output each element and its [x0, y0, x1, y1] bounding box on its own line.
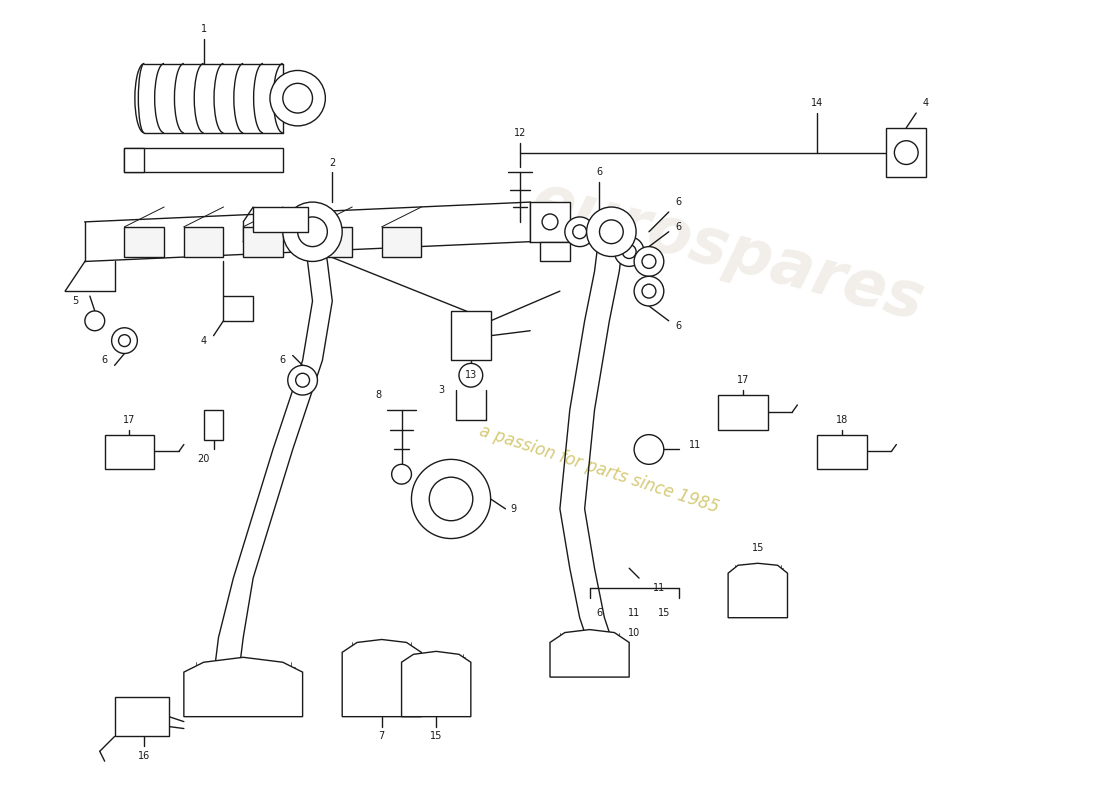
- Text: 12: 12: [514, 128, 527, 138]
- Circle shape: [429, 477, 473, 521]
- Circle shape: [894, 141, 918, 165]
- Bar: [124, 148, 283, 172]
- Circle shape: [298, 217, 328, 246]
- Circle shape: [283, 83, 312, 113]
- Bar: [253, 207, 308, 232]
- Polygon shape: [550, 630, 629, 677]
- Bar: [312, 227, 352, 257]
- Circle shape: [586, 207, 636, 257]
- Circle shape: [392, 464, 411, 484]
- Text: 14: 14: [811, 98, 823, 108]
- Circle shape: [111, 328, 138, 354]
- Bar: [184, 227, 223, 257]
- Text: 6: 6: [675, 222, 682, 232]
- Text: 6: 6: [675, 321, 682, 330]
- Circle shape: [642, 284, 656, 298]
- Text: 1: 1: [200, 24, 207, 34]
- Circle shape: [542, 214, 558, 230]
- Circle shape: [600, 220, 624, 244]
- Circle shape: [119, 334, 131, 346]
- Text: 17: 17: [737, 375, 749, 386]
- Circle shape: [642, 254, 656, 268]
- Text: 8: 8: [375, 390, 382, 400]
- Circle shape: [459, 363, 483, 387]
- Text: 10: 10: [628, 627, 640, 638]
- Bar: [124, 227, 164, 257]
- Text: 3: 3: [438, 385, 444, 395]
- Text: 18: 18: [836, 414, 848, 425]
- Text: eurospares: eurospares: [525, 170, 932, 334]
- Polygon shape: [342, 639, 421, 717]
- Circle shape: [283, 202, 342, 262]
- Text: 6: 6: [675, 197, 682, 207]
- Bar: [530, 202, 570, 242]
- Circle shape: [634, 246, 663, 276]
- Text: 7: 7: [378, 731, 385, 742]
- Text: 15: 15: [658, 608, 670, 618]
- Text: 5: 5: [72, 296, 78, 306]
- Bar: [718, 395, 768, 430]
- Text: 11: 11: [628, 608, 640, 618]
- Circle shape: [614, 237, 644, 266]
- Circle shape: [634, 434, 663, 464]
- Circle shape: [564, 217, 594, 246]
- Text: a passion for parts since 1985: a passion for parts since 1985: [477, 422, 722, 517]
- Text: 16: 16: [139, 751, 151, 762]
- Text: 2: 2: [329, 158, 336, 167]
- Bar: [104, 434, 154, 470]
- Polygon shape: [728, 563, 788, 618]
- Circle shape: [288, 366, 318, 395]
- Circle shape: [85, 311, 104, 330]
- Circle shape: [411, 459, 491, 538]
- Text: 15: 15: [430, 731, 442, 742]
- Text: 11: 11: [689, 439, 701, 450]
- Bar: [451, 311, 491, 361]
- Text: 6: 6: [596, 608, 603, 618]
- Text: 9: 9: [510, 504, 517, 514]
- Circle shape: [634, 276, 663, 306]
- Circle shape: [573, 225, 586, 238]
- Bar: [223, 296, 253, 321]
- Circle shape: [623, 245, 636, 258]
- Polygon shape: [184, 658, 302, 717]
- Text: 17: 17: [123, 414, 135, 425]
- Circle shape: [296, 374, 309, 387]
- Circle shape: [270, 70, 326, 126]
- Text: 11: 11: [652, 583, 666, 593]
- Text: 4: 4: [200, 336, 207, 346]
- Text: 6: 6: [596, 167, 603, 178]
- Text: 6: 6: [101, 355, 108, 366]
- Text: 20: 20: [198, 454, 210, 464]
- Bar: [204, 410, 223, 439]
- Bar: [887, 128, 926, 178]
- Text: 6: 6: [279, 355, 286, 366]
- Bar: [817, 434, 867, 470]
- Text: 13: 13: [464, 370, 477, 380]
- Polygon shape: [402, 651, 471, 717]
- Bar: [540, 242, 570, 262]
- Text: 4: 4: [923, 98, 930, 108]
- Bar: [382, 227, 421, 257]
- Bar: [124, 148, 144, 172]
- Text: 15: 15: [751, 543, 764, 554]
- Bar: [243, 227, 283, 257]
- Bar: [114, 697, 169, 737]
